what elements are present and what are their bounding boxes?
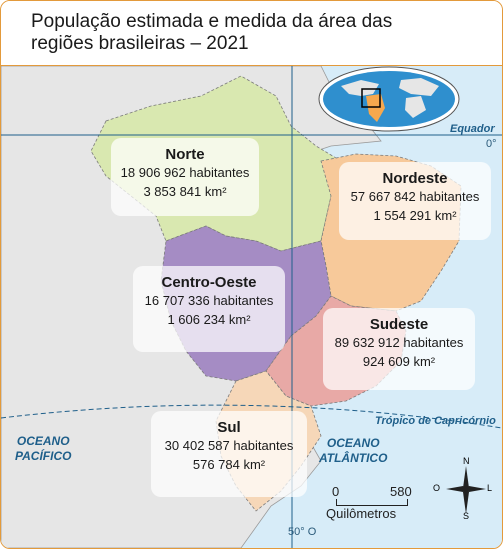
- compass-rose: N S O L: [433, 456, 493, 521]
- card-nordeste: Nordeste 57 667 842 habitantes 1 554 291…: [339, 162, 491, 240]
- compass-icon: [446, 466, 486, 514]
- compass-s: S: [463, 511, 470, 521]
- pacific-ocean-label: OCEANO PACÍFICO: [15, 434, 71, 464]
- map-area: Equador 0° Trópico de Capricórnio 50° O …: [1, 65, 502, 548]
- region-area: 924 609 km²: [362, 354, 436, 369]
- scale-bar: 0 580 Quilômetros: [326, 484, 426, 524]
- title-line-1: População estimada e medida da área das: [31, 11, 393, 32]
- tropic-label: Trópico de Capricórnio: [375, 415, 496, 427]
- world-inset: [318, 66, 460, 132]
- region-area: 3 853 841 km²: [143, 184, 227, 199]
- meridian-label: 50° O: [288, 526, 317, 538]
- region-area: 1 606 234 km²: [167, 312, 251, 327]
- region-name: Nordeste: [382, 170, 448, 187]
- title-line-2: regiões brasileiras – 2021: [31, 33, 249, 54]
- atlantic-line-2: ATLÂNTICO: [319, 451, 388, 465]
- pacific-line-1: OCEANO: [16, 434, 70, 448]
- compass-o: O: [433, 483, 441, 493]
- region-population: 16 707 336 habitantes: [144, 293, 274, 308]
- card-centro-oeste: Centro-Oeste 16 707 336 habitantes 1 606…: [133, 266, 285, 352]
- region-population: 30 402 587 habitantes: [164, 438, 294, 453]
- compass-l: L: [487, 483, 493, 493]
- scale-unit: Quilômetros: [326, 506, 397, 521]
- region-population: 57 667 842 habitantes: [350, 189, 480, 204]
- compass-n: N: [463, 456, 470, 466]
- region-name: Sul: [217, 419, 241, 436]
- region-area: 1 554 291 km²: [373, 208, 457, 223]
- card-sul: Sul 30 402 587 habitantes 576 784 km²: [151, 411, 307, 497]
- title-text: População estimada e medida da área das …: [31, 11, 392, 55]
- equator-label: Equador: [450, 123, 495, 135]
- equator-degree-label: 0°: [486, 138, 497, 150]
- atlantic-ocean-label: OCEANO ATLÂNTICO: [319, 436, 387, 466]
- region-population: 89 632 912 habitantes: [334, 335, 464, 350]
- figure-title: População estimada e medida da área das …: [1, 1, 502, 66]
- card-sudeste: Sudeste 89 632 912 habitantes 924 609 km…: [323, 308, 475, 390]
- region-name: Centro-Oeste: [161, 274, 257, 291]
- scale-end: 580: [390, 484, 412, 499]
- region-name: Sudeste: [369, 316, 429, 333]
- atlantic-line-1: OCEANO: [326, 436, 380, 450]
- tropic-line: [1, 404, 502, 429]
- region-population: 18 906 962 habitantes: [120, 165, 250, 180]
- inset-focus-box: [361, 88, 381, 108]
- card-norte: Norte 18 906 962 habitantes 3 853 841 km…: [111, 138, 259, 216]
- region-area: 576 784 km²: [192, 457, 266, 472]
- scale-start: 0: [332, 484, 340, 499]
- pacific-line-2: PACÍFICO: [15, 449, 72, 463]
- region-name: Norte: [165, 146, 205, 163]
